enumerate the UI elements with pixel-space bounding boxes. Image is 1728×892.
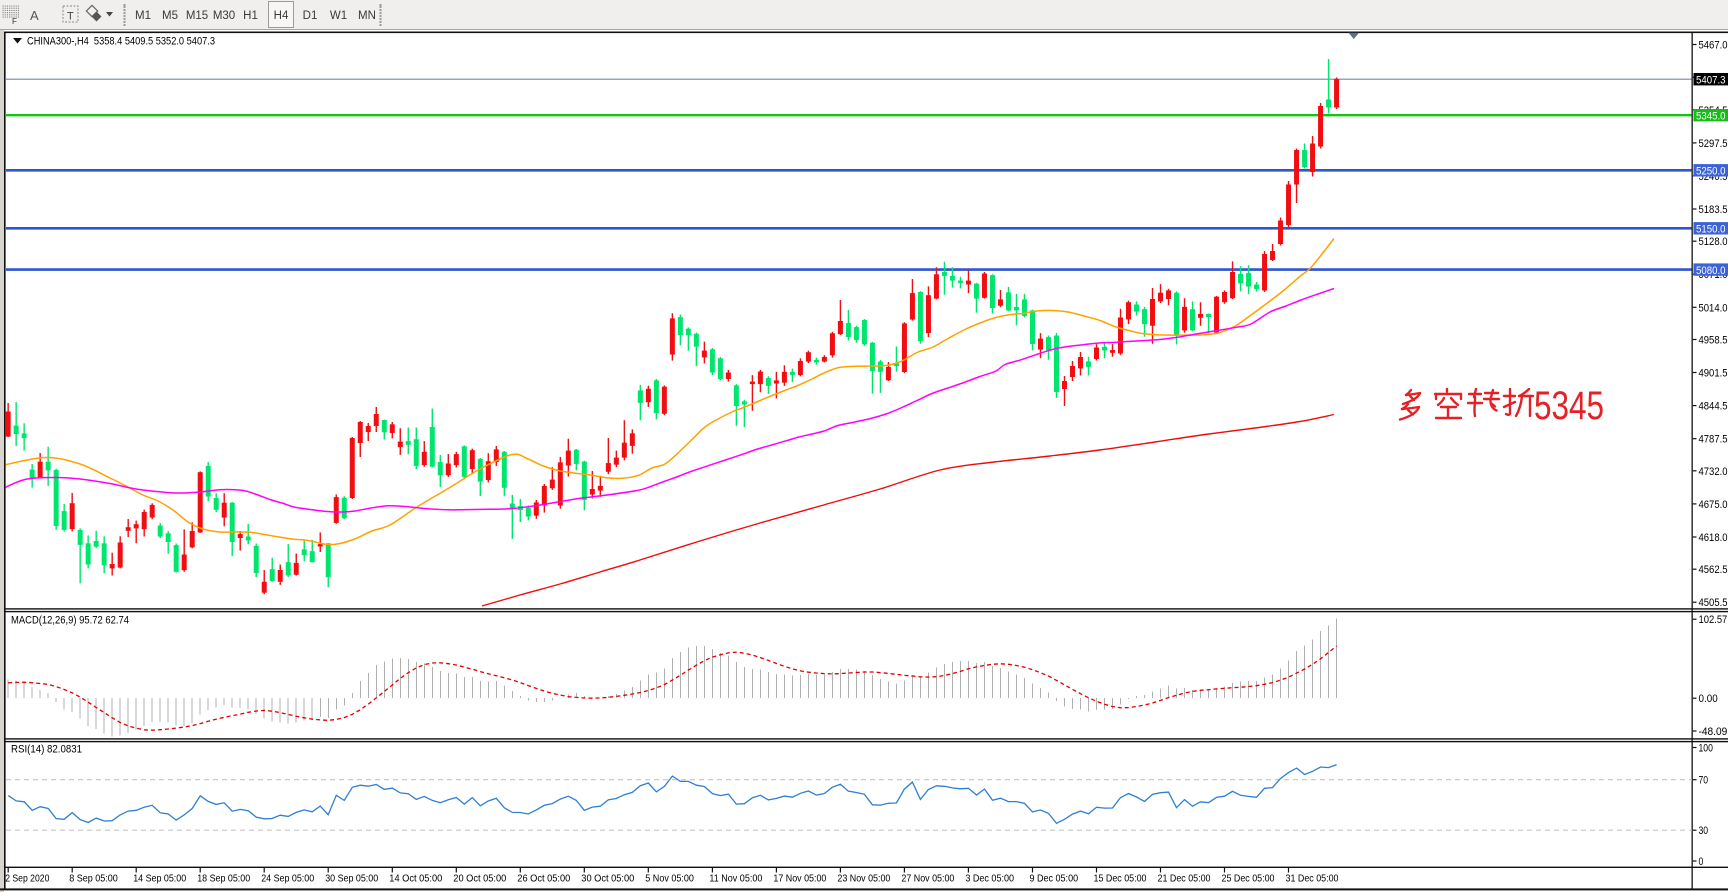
- svg-text:5014.0: 5014.0: [1699, 302, 1728, 314]
- svg-text:14 Oct 05:00: 14 Oct 05:00: [389, 874, 442, 885]
- svg-text:0: 0: [1699, 856, 1704, 868]
- svg-text:M5: M5: [162, 10, 178, 22]
- svg-text:MACD(12,26,9) 95.72 62.74: MACD(12,26,9) 95.72 62.74: [11, 615, 129, 627]
- svg-text:8 Sep 05:00: 8 Sep 05:00: [69, 874, 118, 885]
- svg-text:H4: H4: [274, 10, 289, 22]
- svg-text:4675.0: 4675.0: [1699, 499, 1728, 511]
- svg-text:4787.5: 4787.5: [1699, 434, 1728, 446]
- svg-text:20 Oct 05:00: 20 Oct 05:00: [453, 874, 506, 885]
- svg-text:5128.0: 5128.0: [1699, 236, 1728, 248]
- svg-text:2 Sep 2020: 2 Sep 2020: [5, 874, 49, 885]
- svg-text:M30: M30: [213, 10, 235, 22]
- svg-text:102.57: 102.57: [1699, 614, 1728, 626]
- svg-text:D1: D1: [303, 10, 318, 22]
- svg-text:26 Oct 05:00: 26 Oct 05:00: [517, 874, 570, 885]
- svg-text:31 Dec 05:00: 31 Dec 05:00: [1286, 874, 1339, 885]
- svg-text:5345: 5345: [1534, 384, 1604, 428]
- svg-text:15 Dec 05:00: 15 Dec 05:00: [1094, 874, 1147, 885]
- svg-text:A: A: [30, 8, 39, 23]
- svg-text:23 Nov 05:00: 23 Nov 05:00: [837, 874, 890, 885]
- svg-text:M1: M1: [135, 10, 151, 22]
- svg-text:5250.0: 5250.0: [1696, 166, 1726, 178]
- svg-text:4618.0: 4618.0: [1699, 532, 1728, 544]
- svg-text:4958.5: 4958.5: [1699, 335, 1728, 347]
- svg-text:T: T: [67, 11, 74, 23]
- svg-text:11 Nov 05:00: 11 Nov 05:00: [709, 874, 762, 885]
- svg-text:4844.5: 4844.5: [1699, 401, 1728, 413]
- svg-text:4505.5: 4505.5: [1699, 597, 1728, 609]
- svg-text:5150.0: 5150.0: [1696, 224, 1726, 236]
- svg-text:0.00: 0.00: [1699, 693, 1718, 705]
- svg-text:30 Sep 05:00: 30 Sep 05:00: [325, 874, 378, 885]
- svg-text:-48.09: -48.09: [1699, 726, 1728, 738]
- svg-text:4562.5: 4562.5: [1699, 564, 1728, 576]
- svg-text:RSI(14) 82.0831: RSI(14) 82.0831: [11, 744, 82, 756]
- svg-text:5345.0: 5345.0: [1696, 110, 1726, 122]
- svg-text:5467.0: 5467.0: [1699, 40, 1728, 52]
- svg-text:5080.0: 5080.0: [1696, 265, 1726, 277]
- svg-text:W1: W1: [330, 10, 347, 22]
- svg-text:30 Oct 05:00: 30 Oct 05:00: [581, 874, 634, 885]
- svg-text:4901.5: 4901.5: [1699, 368, 1728, 380]
- svg-text:17 Nov 05:00: 17 Nov 05:00: [773, 874, 826, 885]
- svg-text:4732.0: 4732.0: [1699, 466, 1728, 478]
- svg-text:21 Dec 05:00: 21 Dec 05:00: [1158, 874, 1211, 885]
- svg-text:5297.5: 5297.5: [1699, 138, 1728, 150]
- svg-text:100: 100: [1699, 743, 1713, 755]
- svg-text:25 Dec 05:00: 25 Dec 05:00: [1222, 874, 1275, 885]
- svg-text:9 Dec 05:00: 9 Dec 05:00: [1030, 874, 1079, 885]
- svg-text:5407.3: 5407.3: [1696, 74, 1726, 86]
- svg-text:MN: MN: [358, 10, 376, 22]
- svg-text:5183.5: 5183.5: [1699, 204, 1728, 216]
- svg-text:F: F: [12, 17, 17, 26]
- svg-text:14 Sep 05:00: 14 Sep 05:00: [133, 874, 186, 885]
- svg-text:M15: M15: [186, 10, 208, 22]
- svg-text:CHINA300-,H4 5358.4 5409.5 53: CHINA300-,H4 5358.4 5409.5 5352.0 5407.3: [27, 36, 215, 48]
- svg-text:18 Sep 05:00: 18 Sep 05:00: [197, 874, 250, 885]
- svg-text:24 Sep 05:00: 24 Sep 05:00: [261, 874, 314, 885]
- svg-text:3 Dec 05:00: 3 Dec 05:00: [965, 874, 1014, 885]
- svg-text:H1: H1: [243, 10, 258, 22]
- svg-text:30: 30: [1699, 825, 1709, 837]
- svg-text:70: 70: [1699, 775, 1709, 787]
- svg-text:5 Nov 05:00: 5 Nov 05:00: [645, 874, 694, 885]
- svg-text:27 Nov 05:00: 27 Nov 05:00: [901, 874, 954, 885]
